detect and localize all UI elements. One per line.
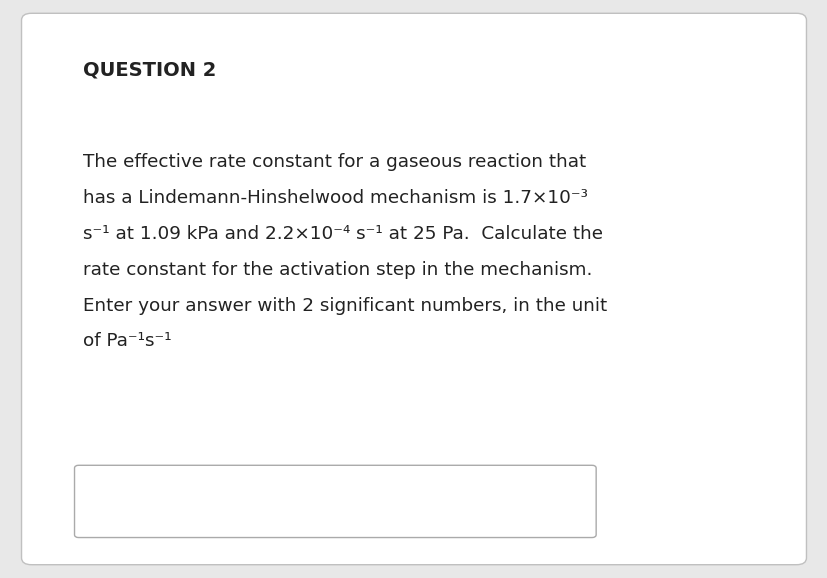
FancyBboxPatch shape xyxy=(22,13,805,565)
FancyBboxPatch shape xyxy=(74,465,595,538)
Text: has a Lindemann-Hinshelwood mechanism is 1.7×10⁻³: has a Lindemann-Hinshelwood mechanism is… xyxy=(83,189,587,207)
Text: of Pa⁻¹s⁻¹: of Pa⁻¹s⁻¹ xyxy=(83,332,171,350)
Text: The effective rate constant for a gaseous reaction that: The effective rate constant for a gaseou… xyxy=(83,153,586,171)
Text: rate constant for the activation step in the mechanism.: rate constant for the activation step in… xyxy=(83,261,591,279)
Text: Enter your answer with 2 significant numbers, in the unit: Enter your answer with 2 significant num… xyxy=(83,297,606,314)
Text: s⁻¹ at 1.09 kPa and 2.2×10⁻⁴ s⁻¹ at 25 Pa.  Calculate the: s⁻¹ at 1.09 kPa and 2.2×10⁻⁴ s⁻¹ at 25 P… xyxy=(83,225,602,243)
Text: QUESTION 2: QUESTION 2 xyxy=(83,61,216,80)
